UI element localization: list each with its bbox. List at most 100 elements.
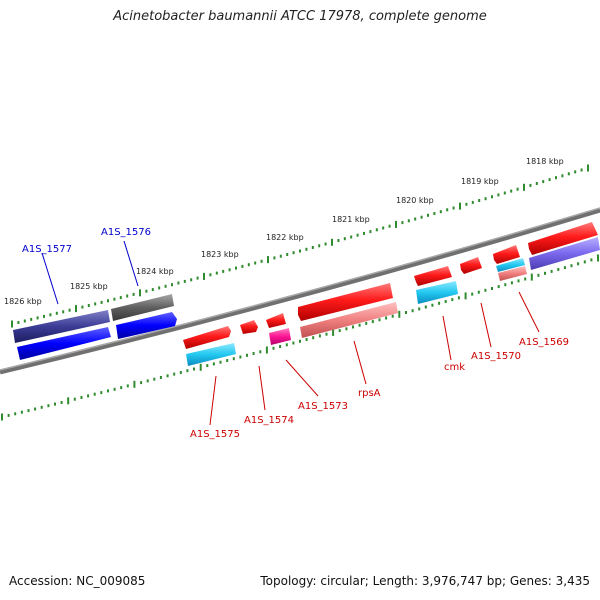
inner-major-tick	[199, 363, 202, 371]
outer-minor-tick	[62, 310, 65, 314]
inner-minor-tick	[583, 260, 586, 264]
kbp-label-1821: 1821 kbp	[332, 215, 370, 224]
gene-a1s-1569-red-upper[interactable]	[493, 245, 520, 264]
inner-minor-tick	[457, 296, 460, 300]
gene-a1s-1570-pink[interactable]	[498, 266, 527, 281]
gene-a1s-1575-cyan[interactable]	[186, 343, 236, 366]
inner-minor-tick	[107, 389, 109, 393]
gene-a1s-1570-upper[interactable]	[460, 257, 482, 274]
gene-cmk-upper[interactable]	[414, 266, 452, 286]
outer-minor-tick	[567, 172, 570, 176]
gene-a1s-1570-cyan[interactable]	[496, 258, 525, 272]
inner-minor-tick	[484, 288, 487, 292]
gene-rpsa-red[interactable]	[298, 283, 393, 321]
gene-label-a1s-1576[interactable]: A1S_1576	[101, 227, 151, 238]
inner-minor-tick	[14, 412, 17, 416]
kbp-label-1818: 1818 kbp	[526, 157, 564, 166]
outer-major-tick	[75, 305, 77, 313]
kbp-label-1820: 1820 kbp	[396, 196, 434, 205]
inner-minor-tick	[524, 277, 527, 281]
gene-label-a1s-1570[interactable]: A1S_1570	[471, 351, 521, 362]
inner-minor-tick	[312, 336, 315, 340]
inner-major-tick	[398, 310, 401, 318]
gene-track-upper	[13, 222, 598, 343]
inner-minor-tick	[285, 343, 288, 347]
outer-minor-tick	[36, 316, 39, 320]
gene-a1s-1575-red[interactable]	[183, 326, 231, 349]
outer-major-tick	[11, 320, 13, 328]
inner-minor-tick	[451, 298, 454, 302]
inner-minor-tick	[550, 269, 553, 273]
gene-a1s-1568-upper[interactable]	[528, 222, 598, 255]
outer-minor-tick	[542, 180, 545, 184]
outer-minor-tick	[350, 235, 353, 239]
inner-minor-tick	[80, 396, 83, 399]
inner-minor-tick	[431, 303, 434, 307]
inner-minor-tick	[325, 332, 328, 336]
outer-minor-tick	[183, 279, 186, 283]
outer-minor-tick	[209, 273, 212, 277]
inner-minor-tick	[338, 329, 341, 333]
outer-minor-tick	[401, 221, 404, 225]
outer-major-tick	[203, 272, 205, 280]
gene-label-a1s-1573[interactable]: A1S_1573	[298, 401, 348, 412]
inner-major-tick	[133, 380, 136, 388]
map-title: Acinetobacter baumannii ATCC 17978, comp…	[113, 9, 487, 24]
gene-label-a1s-1574[interactable]: A1S_1574	[244, 415, 294, 426]
inner-minor-tick	[87, 394, 90, 398]
inner-major-tick	[332, 328, 335, 336]
inner-minor-tick	[47, 404, 50, 408]
inner-minor-tick	[537, 273, 540, 277]
kbp-labels: 1826 kbp 1825 kbp 1824 kbp 1823 kbp 1822…	[4, 157, 564, 306]
outer-minor-tick	[49, 313, 52, 317]
outer-minor-tick	[375, 228, 378, 232]
gene-a1s-1573-magenta[interactable]	[269, 328, 291, 345]
outer-minor-tick	[94, 302, 97, 306]
gene-a1s-1569-violet[interactable]	[529, 237, 600, 270]
outer-minor-tick	[510, 189, 513, 193]
inner-minor-tick	[391, 314, 394, 318]
inner-major-tick	[1, 413, 3, 421]
inner-major-tick	[597, 254, 599, 262]
gene-a1s-1576-lower[interactable]	[116, 312, 177, 339]
gene-a1s-1577-upper[interactable]	[13, 310, 110, 343]
gene-cmk-cyan[interactable]	[416, 281, 458, 304]
inner-minor-tick	[471, 292, 474, 296]
inner-minor-tick	[424, 305, 427, 309]
gene-label-rpsa[interactable]: rpsA	[358, 388, 381, 399]
inner-minor-tick	[378, 318, 381, 322]
outer-minor-tick	[516, 187, 519, 191]
gene-rpsa-pink[interactable]	[300, 302, 398, 338]
outer-minor-tick	[465, 202, 468, 206]
gene-label-a1s-1575[interactable]: A1S_1575	[190, 429, 240, 440]
gene-label-a1s-1569[interactable]: A1S_1569	[519, 337, 569, 348]
inner-minor-tick	[272, 346, 275, 350]
gene-label-cmk[interactable]: cmk	[444, 362, 465, 373]
outer-minor-tick	[433, 212, 436, 215]
label-leader-lines	[41, 240, 540, 426]
outer-minor-tick	[68, 308, 71, 312]
inner-tick-track	[1, 254, 599, 421]
gene-a1s-1574[interactable]	[240, 320, 258, 334]
gene-a1s-1576-upper[interactable]	[111, 294, 174, 321]
genome-backbone	[0, 207, 600, 375]
outer-minor-tick	[369, 230, 372, 234]
gene-label-a1s-1577[interactable]: A1S_1577	[22, 244, 72, 255]
outer-minor-tick	[100, 300, 103, 304]
leader-a1s-1574	[258, 365, 266, 411]
outer-minor-tick	[318, 244, 321, 248]
gene-a1s-1573-red[interactable]	[266, 313, 286, 328]
inner-minor-tick	[120, 386, 123, 390]
outer-major-tick	[587, 164, 589, 172]
inner-minor-tick	[126, 384, 129, 388]
gene-a1s-1577-lower[interactable]	[17, 327, 111, 360]
inner-minor-tick	[20, 410, 23, 414]
outer-minor-tick	[254, 261, 257, 265]
topology-text: Topology: circular; Length: 3,976,747 bp…	[260, 574, 590, 588]
inner-minor-tick	[54, 402, 56, 406]
outer-minor-tick	[388, 224, 391, 228]
outer-minor-tick	[452, 206, 455, 210]
outer-minor-tick	[382, 226, 385, 230]
inner-minor-tick	[557, 268, 560, 271]
